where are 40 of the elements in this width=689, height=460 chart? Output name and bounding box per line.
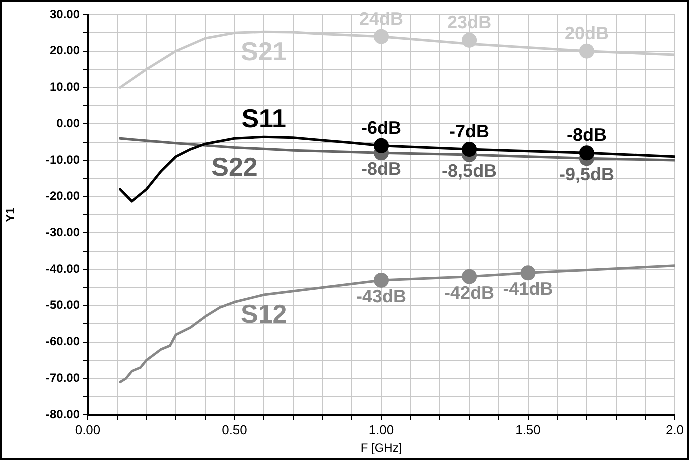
y-tick-label: 0.00 (56, 116, 80, 130)
data-label: -6dB (362, 118, 402, 138)
x-axis-title: F [GHz] (360, 441, 402, 456)
data-label: -42dB (444, 282, 495, 303)
point (374, 272, 389, 288)
data-label: -7dB (450, 122, 490, 142)
y-tick-label: 10.00 (50, 80, 80, 94)
series-label: S12 (240, 299, 288, 330)
data-label: -8dB (566, 125, 607, 146)
x-tick-label: 2.0 (666, 422, 684, 438)
point (374, 138, 389, 154)
y-tick-label: -80.00 (46, 407, 80, 422)
point (462, 32, 478, 48)
data-label: -43dB (356, 286, 407, 306)
y-tick-label: -30.00 (46, 225, 80, 240)
series-label: S11 (242, 103, 287, 134)
point (579, 44, 594, 59)
y-tick-label: -40.00 (46, 262, 80, 276)
data-label: -8dB (362, 159, 402, 180)
point (579, 146, 594, 161)
series-label: S22 (212, 152, 258, 182)
y-tick-label: 20.00 (50, 44, 80, 58)
y-axis-title: Y1 (4, 207, 18, 222)
y-tick-label: -50.00 (46, 298, 80, 312)
y-tick-label: -10.00 (46, 152, 80, 167)
y-tick-label: -20.00 (46, 189, 80, 204)
x-tick-label: 0.00 (75, 422, 101, 438)
x-tick-label: 1.00 (368, 422, 394, 438)
y-tick-label: -60.00 (46, 334, 80, 349)
point (374, 29, 389, 44)
data-label: -41dB (503, 279, 554, 300)
point (462, 269, 478, 284)
point (520, 266, 536, 281)
y-tick-label: 30.00 (50, 7, 80, 22)
y-tick-label: -70.00 (46, 370, 80, 385)
x-tick-label: 1.50 (516, 422, 541, 438)
x-tick-label: 0.50 (222, 422, 248, 438)
data-label: -9,5dB (559, 164, 614, 185)
point (462, 142, 478, 158)
data-label: -8,5dB (442, 160, 498, 181)
